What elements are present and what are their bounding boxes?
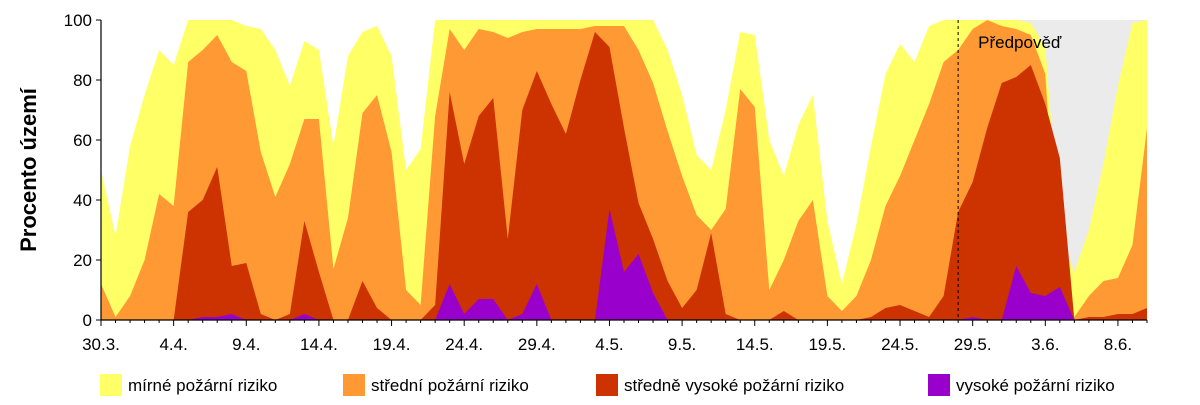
forecast-layer: Předpověď [957,20,1062,320]
legend-item-stredni: střední požární riziko [343,374,529,396]
legend-label: vysoké požární riziko [956,376,1115,395]
legend-swatch [343,374,365,396]
legend-item-mirne: mírné požární riziko [100,374,277,396]
x-tick-label: 14.4. [300,335,338,354]
legend-label: mírné požární riziko [128,376,277,395]
x-tick-label: 24.4. [445,335,483,354]
y-tick-label: 80 [73,71,92,90]
x-tick-label: 9.4. [232,335,260,354]
x-tick-label: 3.6. [1031,335,1059,354]
x-tick-label: 14.5. [736,335,774,354]
area-layer [101,20,1147,320]
y-tick-label: 40 [73,191,92,210]
y-tick-label: 60 [73,131,92,150]
area-series-vysoke [101,209,1147,320]
y-tick-label: 0 [83,311,92,330]
y-tick-label: 20 [73,251,92,270]
y-tick-label: 100 [64,11,92,30]
legend-swatch [596,374,618,396]
legend-label: středně vysoké požární riziko [624,376,844,395]
x-tick-label: 29.4. [518,335,556,354]
legend-swatch [928,374,950,396]
legend-item-vysoke: vysoké požární riziko [928,374,1115,396]
y-axis-title: Procento území [16,87,41,252]
x-tick-label: 29.5. [954,335,992,354]
x-tick-label: 19.4. [373,335,411,354]
forecast-label: Předpověď [978,33,1062,52]
x-tick-label: 4.4. [159,335,187,354]
legend: mírné požární riziko střední požární rizi… [100,374,1115,396]
legend-swatch [100,374,122,396]
area-series-stredne_vysoke [101,32,1147,320]
x-tick-label: 9.5. [668,335,696,354]
x-tick-label: 24.5. [881,335,919,354]
x-tick-label: 4.5. [595,335,623,354]
x-tick-label: 8.6. [1104,335,1132,354]
x-tick-label: 19.5. [808,335,846,354]
legend-label: střední požární riziko [371,376,529,395]
x-tick-label: 30.3. [82,335,120,354]
legend-item-stredne_vysoke: středně vysoké požární riziko [596,374,844,396]
axis-layer: 0 20 40 60 80 100 30.3. 4.4. 9.4. 14.4. 19.4. 24.4.… [64,11,1148,354]
